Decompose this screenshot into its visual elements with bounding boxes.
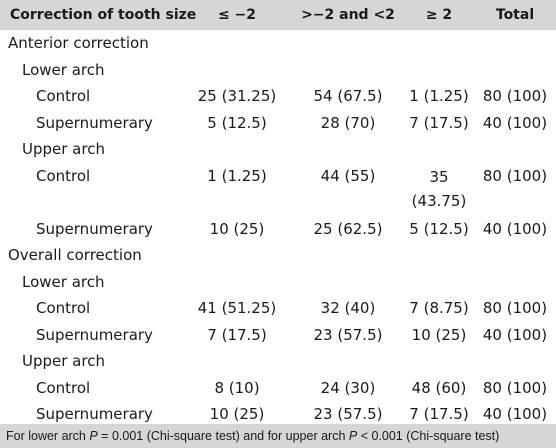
table-cell: 10 (25) (209, 405, 265, 423)
footnote-p-symbol-1: P (89, 429, 98, 443)
footnote-text-3: < 0.001 (Chi-square test) (357, 429, 500, 443)
table-cell: 40 (100) (482, 113, 548, 132)
row-label: Supernumerary (36, 219, 153, 238)
row-label: Control (36, 87, 91, 105)
table-header-row: Correction of tooth size ≤ −2 >−2 and <2… (0, 0, 556, 30)
table-cell: 54 (67.5) (313, 87, 383, 105)
table-row: Control 8 (10) 24 (30) 48 (60) 80 (100) (0, 375, 556, 402)
table-cell: 44 (55) (320, 166, 376, 185)
section-label: Overall correction (8, 246, 142, 264)
table-body: Anterior correction Lower arch Control 25 (… (0, 30, 556, 428)
table-cell: 7 (8.75) (409, 299, 469, 317)
table-cell: 1 (1.25) (207, 166, 267, 185)
header-ge-2: ≥ 2 (425, 7, 453, 23)
row-label: Supernumerary (36, 325, 153, 344)
table-row: Control 41 (51.25) 32 (40) 7 (8.75) 80 (100) (0, 295, 556, 322)
table-cell: 80 (100) (482, 87, 548, 105)
table-cell: 7 (17.5) (409, 113, 469, 132)
section-label: Lower arch (22, 60, 105, 79)
row-label: Control (36, 166, 91, 185)
table-cell: 10 (25) (209, 219, 265, 238)
table-row: Lower arch (0, 269, 556, 296)
header-le-minus-2: ≤ −2 (217, 7, 257, 23)
table-cell: 32 (40) (320, 299, 376, 317)
table-cell: 41 (51.25) (197, 299, 277, 317)
table-row: Anterior correction (0, 30, 556, 57)
table-row: Supernumerary 10 (25) 23 (57.5) 7 (17.5) 40 … (0, 401, 556, 428)
table-row: Supernumerary 10 (25) 25 (62.5) 5 (12.5) 40 … (0, 216, 556, 243)
table-cell: 80 (100) (482, 299, 548, 317)
table-cell: 8 (10) (214, 378, 260, 397)
table-row: Control 25 (31.25) 54 (67.5) 1 (1.25) 80 (10… (0, 83, 556, 110)
section-label: Anterior correction (8, 34, 149, 52)
data-table: Correction of tooth size ≤ −2 >−2 and <2… (0, 0, 556, 428)
table-cell: 40 (100) (482, 405, 548, 423)
table-cell: 1 (1.25) (409, 87, 469, 105)
footnote-text-1: For lower arch (6, 429, 90, 443)
table-row: Supernumerary 7 (17.5) 23 (57.5) 10 (25) 40 … (0, 322, 556, 349)
table-row: Upper arch (0, 348, 556, 375)
row-label: Control (36, 378, 91, 397)
table-cell: 24 (30) (320, 378, 376, 397)
table-footnote: For lower arch P = 0.001 (Chi-square tes… (0, 424, 556, 448)
table-cell: 10 (25) (411, 325, 467, 344)
table-cell: 28 (70) (320, 113, 376, 132)
table-cell: 5 (12.5) (409, 219, 469, 238)
header-between: >−2 and <2 (301, 7, 395, 23)
table-row: Control 1 (1.25) 44 (55) 35 (43.75) 80 (100) (0, 163, 556, 216)
table-cell: 25 (31.25) (197, 87, 277, 105)
table-cell: 5 (12.5) (207, 113, 267, 132)
table-cell: 40 (100) (482, 325, 548, 344)
header-correction: Correction of tooth size (10, 7, 197, 23)
footnote-p-symbol-2: P (348, 429, 358, 443)
table-cell: 7 (17.5) (207, 325, 267, 344)
table-cell: 80 (100) (482, 166, 548, 185)
row-label: Control (36, 299, 91, 317)
row-label: Supernumerary (36, 113, 153, 132)
table-cell: 25 (62.5) (313, 219, 383, 238)
section-label: Lower arch (22, 272, 105, 291)
table-row: Overall correction (0, 242, 556, 269)
table-cell: 35 (43.75) (411, 167, 467, 210)
footnote-text-2: = 0.001 (Chi-square test) and for upper … (97, 429, 349, 443)
table-cell: 40 (100) (482, 219, 548, 238)
table-cell: 23 (57.5) (313, 405, 383, 423)
table-row: Upper arch (0, 136, 556, 163)
table-cell: 23 (57.5) (313, 325, 383, 344)
header-total: Total (495, 7, 535, 23)
table-cell: 80 (100) (482, 378, 548, 397)
row-label: Supernumerary (36, 405, 153, 423)
table-cell: 7 (17.5) (409, 405, 469, 423)
section-label: Upper arch (22, 352, 105, 370)
table-cell: 48 (60) (411, 378, 467, 397)
table-row: Lower arch (0, 57, 556, 84)
table-row: Supernumerary 5 (12.5) 28 (70) 7 (17.5) 40 (… (0, 110, 556, 137)
section-label: Upper arch (22, 140, 105, 158)
